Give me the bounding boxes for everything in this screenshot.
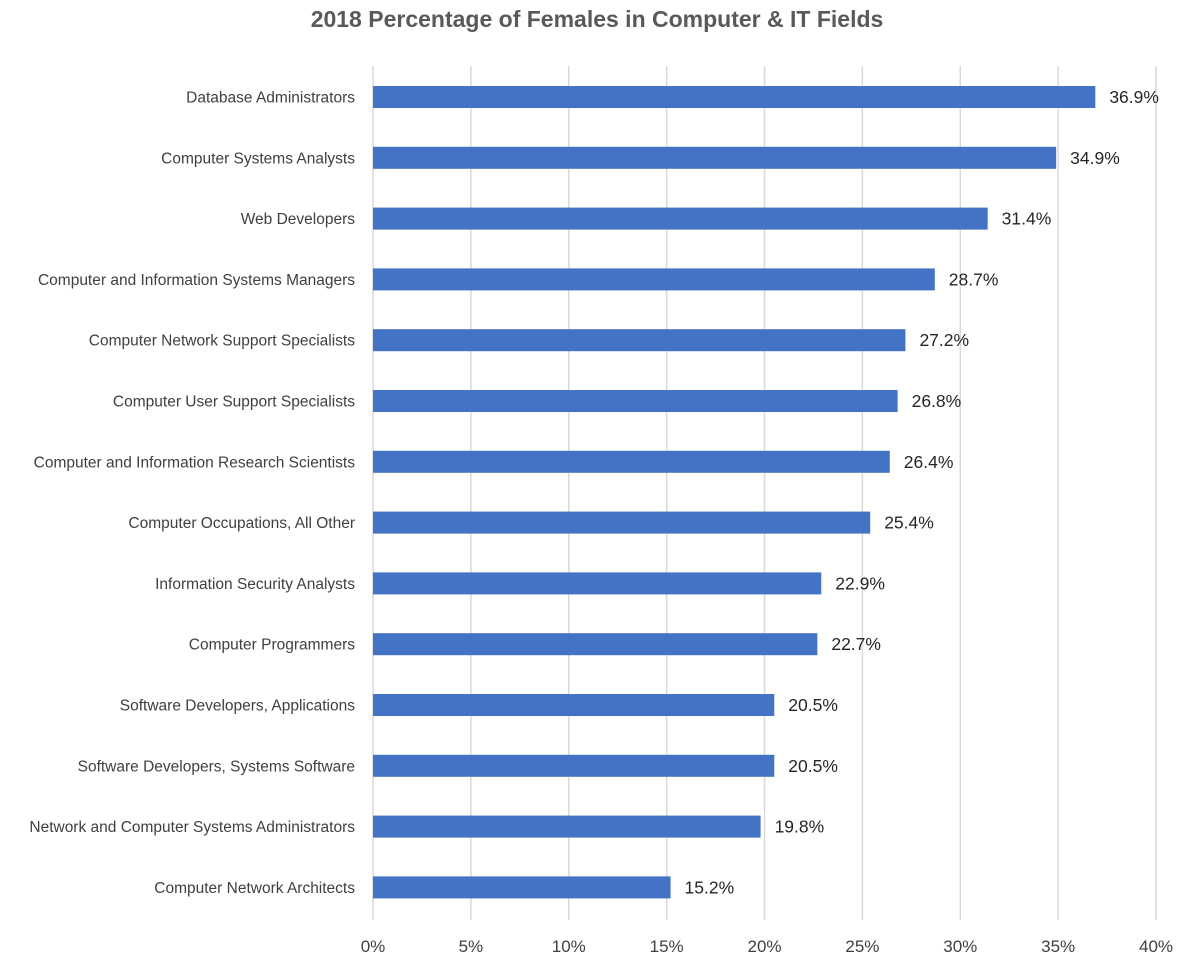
bar — [373, 207, 988, 230]
x-tick-label: 15% — [650, 937, 684, 956]
bar — [373, 754, 775, 777]
chart-title: 2018 Percentage of Females in Computer &… — [311, 6, 884, 32]
x-tick-label: 40% — [1139, 937, 1173, 956]
bar — [373, 329, 906, 352]
category-label: Information Security Analysts — [155, 576, 355, 593]
data-label: 26.8% — [912, 391, 962, 411]
x-tick-label: 5% — [459, 937, 484, 956]
data-label: 34.9% — [1070, 148, 1120, 168]
data-label: 22.7% — [831, 634, 881, 654]
category-label: Computer and Information Systems Manager… — [38, 272, 355, 289]
category-label: Computer Systems Analysts — [161, 150, 355, 167]
data-label: 20.5% — [788, 695, 838, 715]
data-label: 28.7% — [949, 269, 999, 289]
bar — [373, 815, 761, 838]
data-label: 22.9% — [835, 573, 885, 593]
bar — [373, 450, 890, 473]
category-label: Computer Network Architects — [154, 880, 355, 897]
data-label: 36.9% — [1109, 87, 1159, 107]
data-label: 20.5% — [788, 756, 838, 776]
bar — [373, 146, 1057, 169]
category-labels: Database Administrators Computer Systems … — [29, 90, 355, 897]
category-label: Computer Occupations, All Other — [128, 515, 355, 532]
x-tick-label: 35% — [1041, 937, 1075, 956]
bar — [373, 511, 871, 534]
data-label: 31.4% — [1002, 209, 1052, 229]
category-label: Database Administrators — [186, 90, 355, 107]
x-tick-label: 30% — [943, 937, 977, 956]
data-label: 27.2% — [919, 330, 969, 350]
bar — [373, 572, 822, 595]
category-label: Software Developers, Applications — [120, 698, 355, 715]
data-label: 26.4% — [904, 452, 954, 472]
x-tick-label: 0% — [361, 937, 386, 956]
bar — [373, 633, 818, 656]
bar — [373, 268, 935, 291]
category-label: Web Developers — [241, 211, 356, 228]
data-label: 25.4% — [884, 513, 934, 533]
x-tick-label: 25% — [845, 937, 879, 956]
bar — [373, 390, 898, 412]
x-tick-label: 10% — [552, 937, 586, 956]
data-label: 15.2% — [685, 877, 735, 897]
data-labels: 36.9% 34.9% 31.4% 28.7% 27.2% 26.8% 26.4% 25.4%… — [685, 87, 1159, 897]
x-tick-label: 20% — [747, 937, 781, 956]
bars — [373, 86, 1096, 899]
category-label: Computer and Information Research Scient… — [34, 454, 356, 471]
category-label: Computer Network Support Specialists — [89, 333, 355, 350]
category-label: Network and Computer Systems Administrat… — [29, 819, 355, 836]
bar — [373, 694, 775, 716]
bar — [373, 86, 1096, 108]
category-label: Software Developers, Systems Software — [78, 758, 355, 775]
data-label: 19.8% — [775, 817, 825, 837]
category-label: Computer Programmers — [189, 637, 355, 654]
category-label: Computer User Support Specialists — [113, 394, 355, 411]
x-axis-tick-labels: 0% 5% 10% 15% 20% 25% 30% 35% 40% — [361, 937, 1173, 956]
bar — [373, 876, 671, 899]
gridlines — [372, 66, 1157, 920]
